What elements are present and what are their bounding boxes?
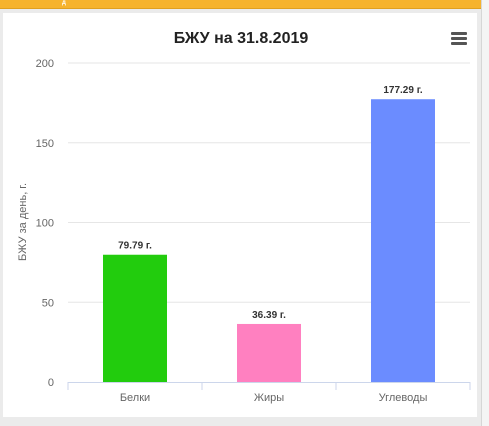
bars [103,99,435,383]
header-strip-text: д [62,0,66,6]
bar-1[interactable] [103,254,167,382]
y-tick-label: 150 [36,138,54,150]
data-labels: 79.79 г. 36.39 г. 177.29 г. [118,85,423,321]
chart-title: БЖУ на 31.8.2019 [174,30,309,47]
top-header-strip: д [0,0,481,9]
data-label: 36.39 г. [252,310,286,321]
bar-2[interactable] [237,323,301,382]
x-axis: Белки Жиры Углеводы [67,382,471,404]
bar-3[interactable] [371,99,435,383]
y-axis-title: БЖУ за день, г. [17,183,29,261]
y-tick-label: 200 [36,58,54,70]
y-axis-ticks: 0 50 100 150 200 [36,58,54,389]
x-tick-label: Жиры [254,392,284,404]
scrollbar-edge[interactable] [481,0,489,426]
x-tick-label: Белки [120,392,150,404]
data-label: 79.79 г. [118,241,152,252]
x-tick-label: Углеводы [379,392,428,404]
data-label: 177.29 г. [383,85,423,96]
y-tick-label: 50 [42,297,54,309]
hamburger-menu-icon[interactable] [448,30,470,48]
y-tick-label: 0 [48,377,54,389]
y-tick-label: 100 [36,218,54,230]
